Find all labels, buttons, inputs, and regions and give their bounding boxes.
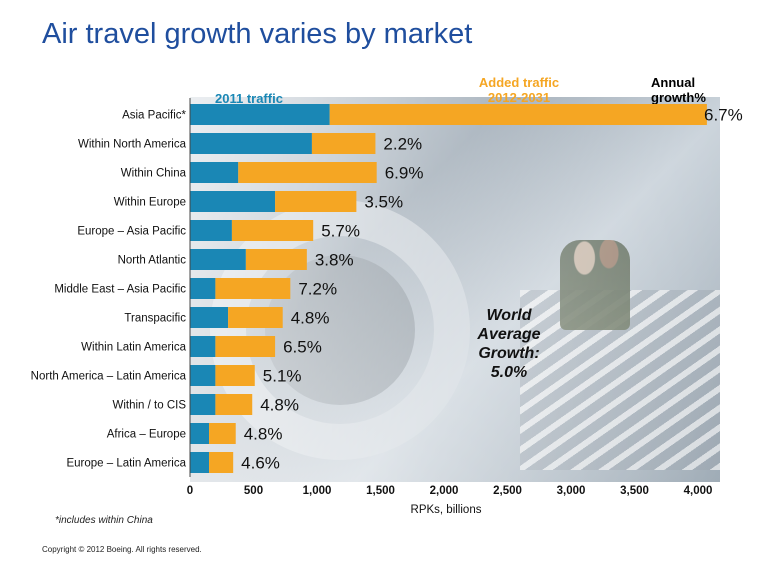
bar-added-traffic <box>215 336 276 357</box>
bar-2011-traffic <box>190 249 246 270</box>
header-added-line2: 2012-2031 <box>487 90 551 105</box>
growth-label: 3.5% <box>364 193 403 212</box>
x-tick-label: 500 <box>244 485 263 497</box>
growth-label: 6.7% <box>704 106 743 125</box>
header-added-traffic: Added traffic 2012-2031 <box>464 75 574 105</box>
category-label: Within Europe <box>114 197 186 209</box>
world-line2: Average <box>477 326 541 343</box>
world-line3: Growth: <box>478 345 540 362</box>
bar-2011-traffic <box>190 133 312 154</box>
x-tick-label: 0 <box>187 485 193 497</box>
category-label: Within Latin America <box>81 342 186 354</box>
x-tick-label: 3,000 <box>557 485 586 497</box>
page-title: Air travel growth varies by market <box>42 18 473 50</box>
bar-2011-traffic <box>190 220 232 241</box>
growth-label: 4.8% <box>244 425 283 444</box>
category-label: Transpacific <box>124 313 186 325</box>
footnote: *includes within China <box>55 515 153 526</box>
category-label: Within North America <box>78 139 187 151</box>
x-tick-label: 2,000 <box>430 485 459 497</box>
bar-2011-traffic <box>190 104 330 125</box>
bar-2011-traffic <box>190 394 216 415</box>
header-2011-traffic: 2011 traffic <box>215 91 283 106</box>
growth-label: 5.1% <box>263 367 302 386</box>
header-growth-line2: growth% <box>651 90 706 105</box>
bar-added-traffic <box>275 191 357 212</box>
category-label: Africa – Europe <box>107 429 186 441</box>
x-tick-label: 4,000 <box>684 485 713 497</box>
bar-2011-traffic <box>190 452 210 473</box>
growth-label: 4.8% <box>260 396 299 415</box>
bar-added-traffic <box>209 423 236 444</box>
growth-label: 4.8% <box>291 309 330 328</box>
category-label: North Atlantic <box>118 255 187 267</box>
x-axis-label: RPKs, billions <box>411 504 482 516</box>
bar-added-traffic <box>231 220 314 241</box>
world-average-growth: World Average Growth: 5.0% <box>464 306 554 382</box>
growth-label: 7.2% <box>298 280 337 299</box>
bar-added-traffic <box>311 133 376 154</box>
growth-label: 2.2% <box>383 135 422 154</box>
bar-added-traffic <box>228 307 283 328</box>
category-label: Asia Pacific* <box>122 110 186 122</box>
bar-2011-traffic <box>190 191 276 212</box>
category-label: North America – Latin America <box>31 371 187 383</box>
bar-2011-traffic <box>190 365 216 386</box>
bar-added-traffic <box>209 452 234 473</box>
bar-2011-traffic <box>190 336 216 357</box>
header-annual-growth: Annual growth% <box>651 75 706 105</box>
bar-added-traffic <box>215 278 291 299</box>
bar-2011-traffic <box>190 278 216 299</box>
category-label: Within China <box>121 168 187 180</box>
header-growth-line1: Annual <box>651 75 696 90</box>
bar-2011-traffic <box>190 307 229 328</box>
bar-added-traffic <box>215 365 255 386</box>
x-tick-label: 1,000 <box>303 485 332 497</box>
bar-added-traffic <box>329 104 707 125</box>
growth-label: 4.6% <box>241 454 280 473</box>
header-added-line1: Added traffic <box>478 75 560 90</box>
category-label: Within / to CIS <box>113 400 187 412</box>
bar-added-traffic <box>245 249 307 270</box>
category-label: Europe – Latin America <box>66 458 186 470</box>
growth-label: 3.8% <box>315 251 354 270</box>
bar-added-traffic <box>238 162 377 183</box>
world-line4: 5.0% <box>490 364 528 381</box>
growth-label: 6.9% <box>385 164 424 183</box>
copyright: Copyright © 2012 Boeing. All rights rese… <box>42 545 202 554</box>
growth-label: 6.5% <box>283 338 322 357</box>
category-label: Middle East – Asia Pacific <box>54 284 186 296</box>
x-tick-label: 1,500 <box>366 485 395 497</box>
bar-added-traffic <box>215 394 253 415</box>
x-tick-label: 3,500 <box>620 485 649 497</box>
growth-label: 5.7% <box>321 222 360 241</box>
category-label: Europe – Asia Pacific <box>77 226 186 238</box>
x-tick-label: 2,500 <box>493 485 522 497</box>
bar-2011-traffic <box>190 162 239 183</box>
world-line1: World <box>486 307 532 324</box>
bar-2011-traffic <box>190 423 210 444</box>
